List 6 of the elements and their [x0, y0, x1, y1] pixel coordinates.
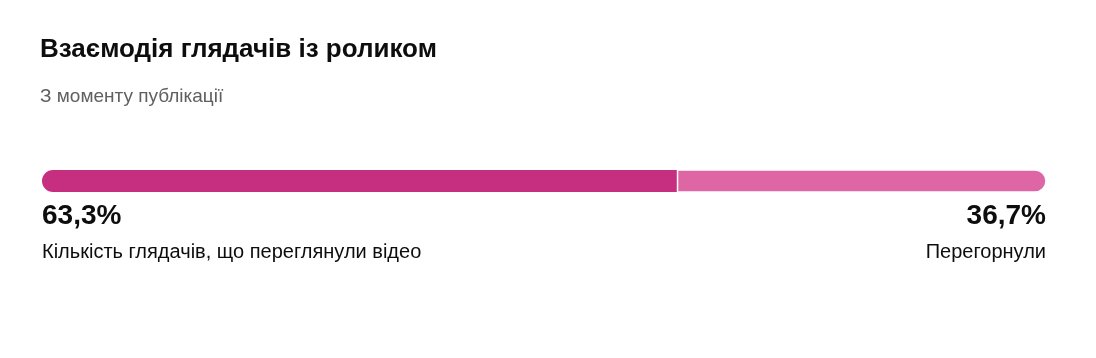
- data-label: 63,3%: [42, 199, 122, 230]
- text: Перегорнули: [925, 240, 1046, 262]
- chart-title: Взаємодія глядачів із роликом: [40, 33, 437, 63]
- text: Кількість глядачів, що переглянули відео: [42, 240, 422, 262]
- chart-subtitle: З моменту публікації: [40, 85, 224, 106]
- data-label: 36,7%: [966, 199, 1047, 230]
